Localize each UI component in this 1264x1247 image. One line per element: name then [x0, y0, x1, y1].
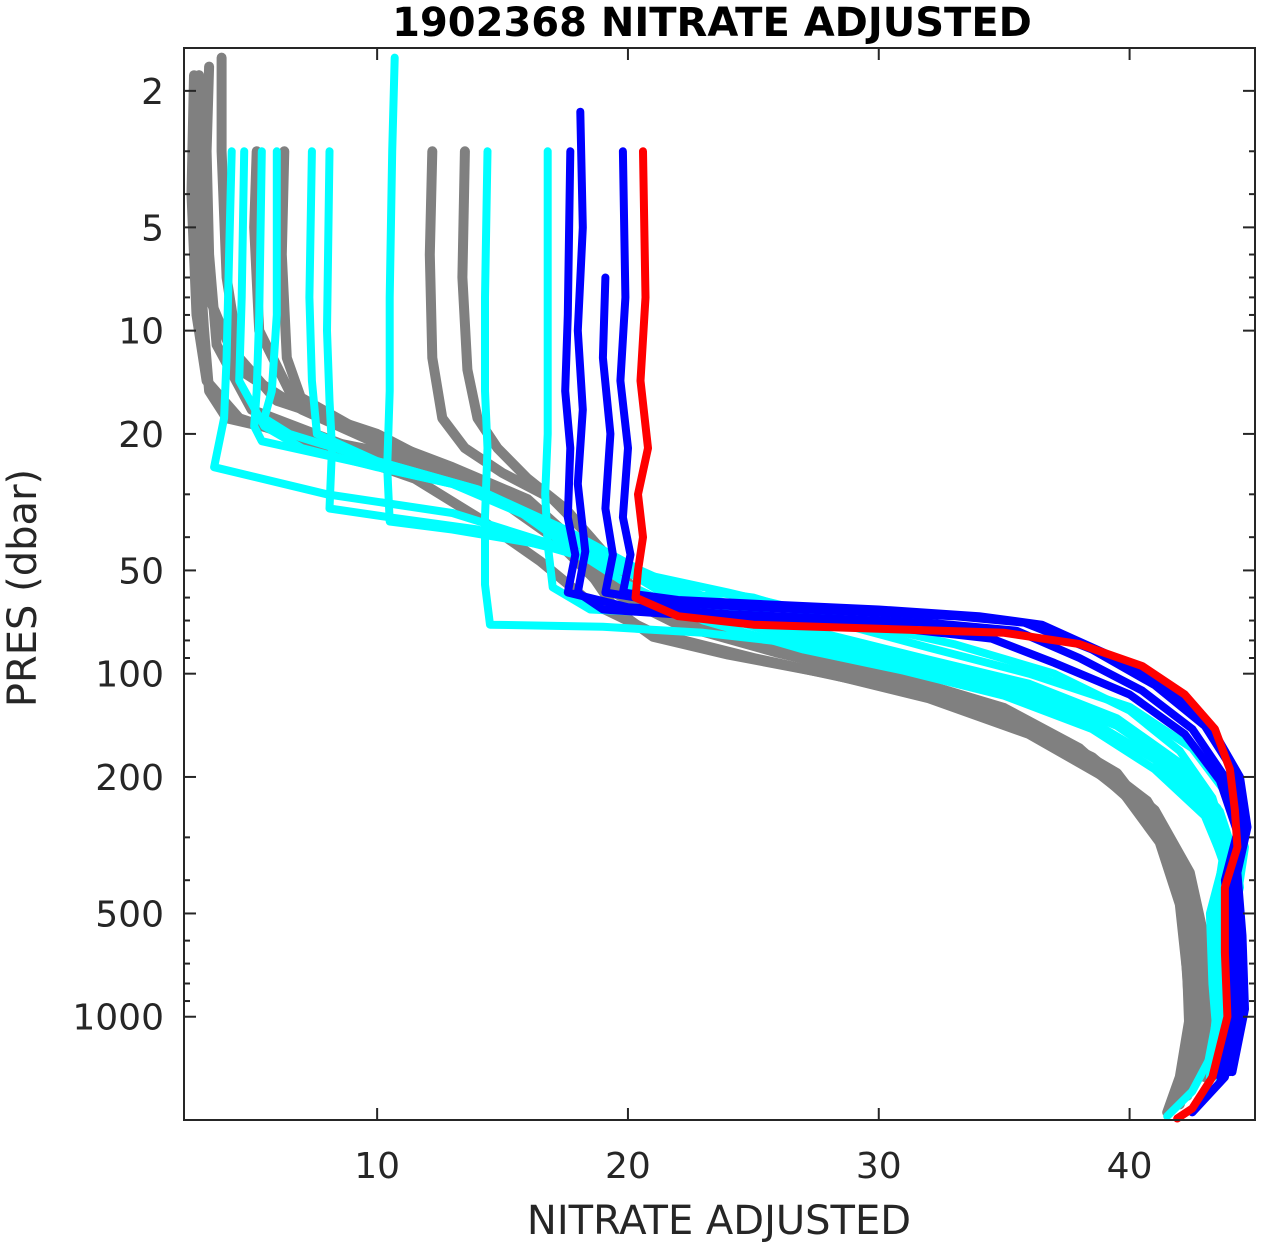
ticks-group [184, 48, 1255, 1121]
chart-title: 1902368 NITRATE ADJUSTED [392, 0, 1032, 46]
profile-line-blue-22 [616, 147, 1252, 1077]
series-group [186, 52, 1252, 1123]
y-tick-label: 200 [95, 758, 164, 799]
y-tick-label: 20 [118, 415, 164, 456]
profile-line-red-23 [631, 147, 1242, 1123]
profile-line-blue-19 [561, 147, 1244, 1117]
y-axis-label: PRES (dbar) [0, 469, 46, 707]
y-tick-label: 1000 [72, 998, 164, 1039]
x-tick-label: 10 [354, 1146, 400, 1187]
plot-frame [183, 47, 1256, 1121]
y-tick-label: 500 [95, 894, 164, 935]
x-axis-label: NITRATE ADJUSTED [527, 1198, 911, 1244]
y-tick-label: 50 [118, 551, 164, 592]
y-tick-label: 5 [141, 208, 164, 249]
x-tick-label: 20 [605, 1146, 651, 1187]
y-tick-label: 2 [141, 72, 164, 113]
x-tick-label: 30 [856, 1146, 902, 1187]
y-tick-label: 10 [118, 312, 164, 353]
y-tick-label: 100 [95, 655, 164, 696]
x-tick-label: 40 [1107, 1146, 1153, 1187]
